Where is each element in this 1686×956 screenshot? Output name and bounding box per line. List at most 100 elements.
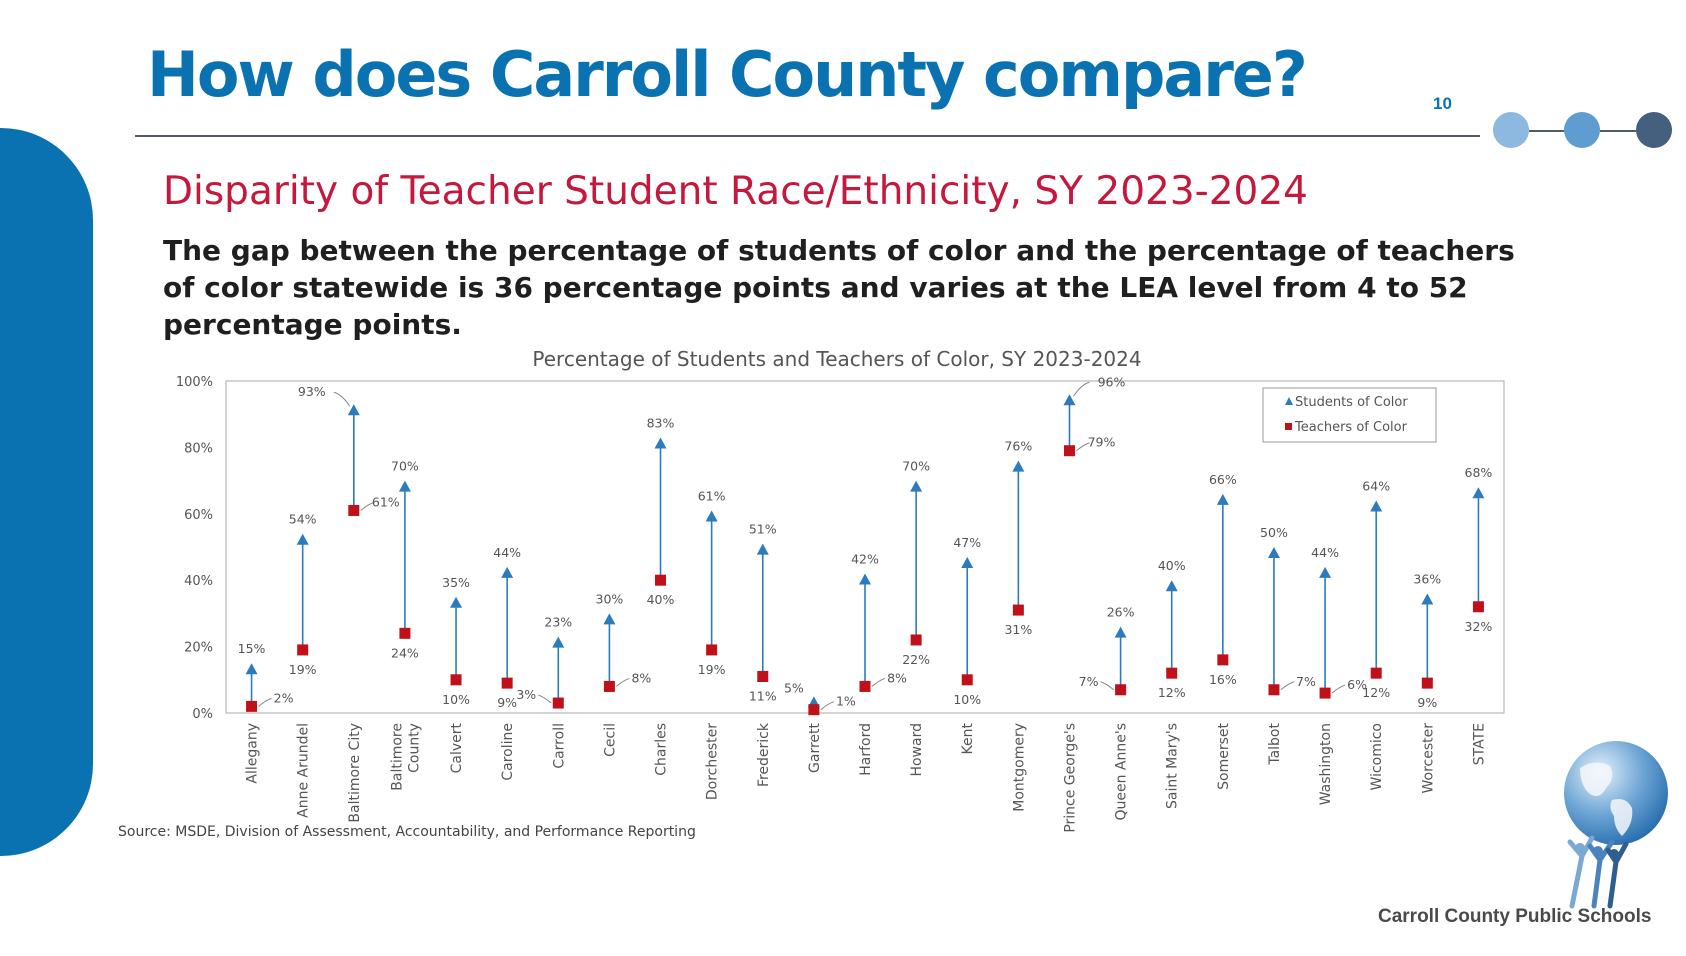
teachers-value-label: 3% (516, 687, 536, 702)
x-tick-label: Calvert (449, 722, 465, 773)
teachers-point (808, 704, 820, 716)
students-value-label: 50% (1260, 525, 1288, 540)
x-tick-label: Frederick (756, 722, 772, 787)
students-value-label: 26% (1107, 605, 1135, 620)
legend-triangle-icon (1285, 397, 1293, 405)
students-value-label: 30% (596, 591, 624, 606)
x-tick-label: Prince George's (1062, 723, 1078, 833)
legend-label-students: Students of Color (1295, 395, 1408, 410)
teachers-point (1319, 687, 1331, 699)
x-tick-label: Wicomico (1369, 723, 1385, 790)
students-point (450, 596, 463, 608)
students-value-label: 70% (902, 459, 930, 474)
students-value-label: 42% (851, 552, 879, 567)
label-leader (538, 694, 552, 704)
students-value-label: 5% (784, 680, 804, 695)
students-point (1114, 626, 1127, 638)
x-tick-label: Allegany (245, 723, 261, 784)
teachers-point (1268, 684, 1280, 696)
page-number: 10 (1433, 94, 1452, 113)
teachers-value-label: 8% (631, 670, 651, 685)
label-leader (871, 677, 886, 687)
teachers-value-label: 6% (1347, 677, 1367, 692)
teachers-value-label: 19% (698, 662, 726, 677)
legend-box (1262, 387, 1437, 443)
teachers-value-label: 8% (887, 670, 907, 685)
students-point (1421, 593, 1434, 605)
teachers-value-label: 2% (274, 690, 294, 705)
teachers-value-label: 10% (953, 692, 981, 707)
students-point (961, 556, 974, 568)
students-point (1012, 460, 1025, 472)
students-point (1216, 493, 1229, 505)
legend: Students of Color Teachers of Color (1262, 387, 1437, 443)
source-note: Source: MSDE, Division of Assessment, Ac… (118, 824, 696, 840)
teachers-point (501, 677, 513, 689)
chart-title: Percentage of Students and Teachers of C… (532, 347, 1141, 371)
teachers-value-label: 9% (1417, 695, 1437, 710)
plot-frame (225, 380, 1505, 714)
students-value-label: 93% (298, 384, 326, 399)
slide-title: How does Carroll County compare? (147, 38, 1308, 111)
legend-square-icon (1285, 423, 1292, 430)
teachers-point (1166, 667, 1178, 679)
teachers-point (1472, 601, 1484, 613)
students-point (552, 636, 565, 648)
teachers-value-label: 16% (1209, 672, 1237, 687)
students-value-label: 44% (1311, 545, 1339, 560)
teachers-value-label: 11% (749, 688, 777, 703)
x-tick-label: Montgomery (1011, 723, 1027, 812)
teachers-point (1115, 684, 1127, 696)
students-point (1472, 487, 1485, 499)
label-leader (333, 391, 351, 407)
students-value-label: 61% (698, 488, 726, 503)
teachers-point (706, 644, 718, 656)
label-leader (360, 502, 374, 511)
label-leader (616, 677, 630, 687)
x-tick-label: Baltimore City (347, 723, 363, 823)
y-tick-label: 100% (176, 375, 213, 390)
y-tick-label: 60% (184, 508, 213, 523)
progress-dot-3 (1636, 112, 1672, 148)
students-point (1063, 394, 1076, 406)
dot-connector (1600, 130, 1636, 132)
teachers-point (1063, 445, 1075, 457)
chart-summary: The gap between the percentage of studen… (163, 234, 1515, 341)
label-leader (1073, 381, 1090, 397)
teachers-value-label: 31% (1004, 622, 1032, 637)
teachers-point (552, 697, 564, 709)
students-value-label: 70% (391, 459, 419, 474)
chart-heading: Disparity of Teacher Student Race/Ethnic… (163, 169, 1308, 214)
x-tick-label: Cecil (602, 723, 618, 757)
x-tick-label: Howard (909, 723, 925, 777)
students-value-label: 15% (238, 641, 266, 656)
y-tick-label: 0% (192, 707, 213, 722)
globe-people-logo-icon (1564, 741, 1668, 909)
x-tick-label: Dorchester (705, 723, 721, 800)
students-value-label: 83% (647, 415, 675, 430)
x-tick-label: Worcester (1420, 723, 1436, 794)
teachers-value-label: 12% (1158, 685, 1186, 700)
teachers-value-label: 19% (289, 662, 317, 677)
teachers-point (399, 627, 411, 639)
teachers-value-label: 22% (902, 652, 930, 667)
students-value-label: 47% (953, 535, 981, 550)
x-tick-label: Saint Mary's (1165, 723, 1181, 809)
dot-connector (1529, 130, 1564, 132)
students-value-label: 35% (442, 575, 470, 590)
x-tick-label: County (406, 723, 422, 773)
students-point (756, 543, 769, 555)
students-value-label: 51% (749, 522, 777, 537)
students-value-label: 44% (493, 545, 521, 560)
x-tick-label: Carroll (551, 723, 567, 769)
x-tick-label: Garrett (807, 722, 823, 772)
label-leader (820, 701, 835, 711)
logo-caption: Carroll County Public Schools (1378, 906, 1652, 927)
x-tick-label: Baltimore (389, 723, 405, 791)
teachers-point (910, 634, 922, 646)
x-tick-label: Charles (654, 723, 670, 776)
students-value-label: 66% (1209, 472, 1237, 487)
students-point (1319, 566, 1332, 578)
x-axis: Allegany Anne Arundel Baltimore City Baltim… (245, 722, 1488, 833)
